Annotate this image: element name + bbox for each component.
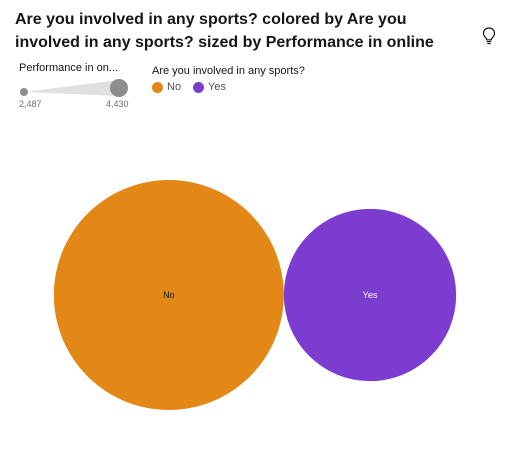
size-legend (20, 79, 128, 97)
bubble-yes[interactable] (283, 208, 457, 382)
legend-swatch-no (152, 81, 163, 93)
bubble-label-no: No (163, 290, 175, 300)
lightbulb-icon[interactable] (481, 26, 497, 46)
size-legend-min-label: 2,487 (19, 99, 42, 109)
bubble-label-yes: Yes (363, 290, 378, 300)
size-legend-min-marker (20, 88, 28, 96)
legend-item-yes[interactable]: Yes (193, 81, 226, 93)
size-legend-max-marker (110, 79, 128, 97)
legend-label-no: No (167, 81, 182, 93)
legend-swatch-yes (193, 81, 204, 93)
bubble-no[interactable] (53, 180, 284, 410)
chart-title: Are you involved in any sports? colored … (15, 11, 434, 51)
legend-item-no[interactable]: No (152, 81, 181, 93)
legend-label-yes: Yes (208, 81, 226, 93)
size-legend-wedge (24, 80, 119, 96)
size-legend-max-label: 4,430 (106, 99, 129, 109)
bubble-plot: No Yes (53, 180, 457, 410)
color-legend-title: Are you involved in any sports? (152, 65, 305, 77)
size-legend-title: Performance in on... (19, 62, 119, 74)
